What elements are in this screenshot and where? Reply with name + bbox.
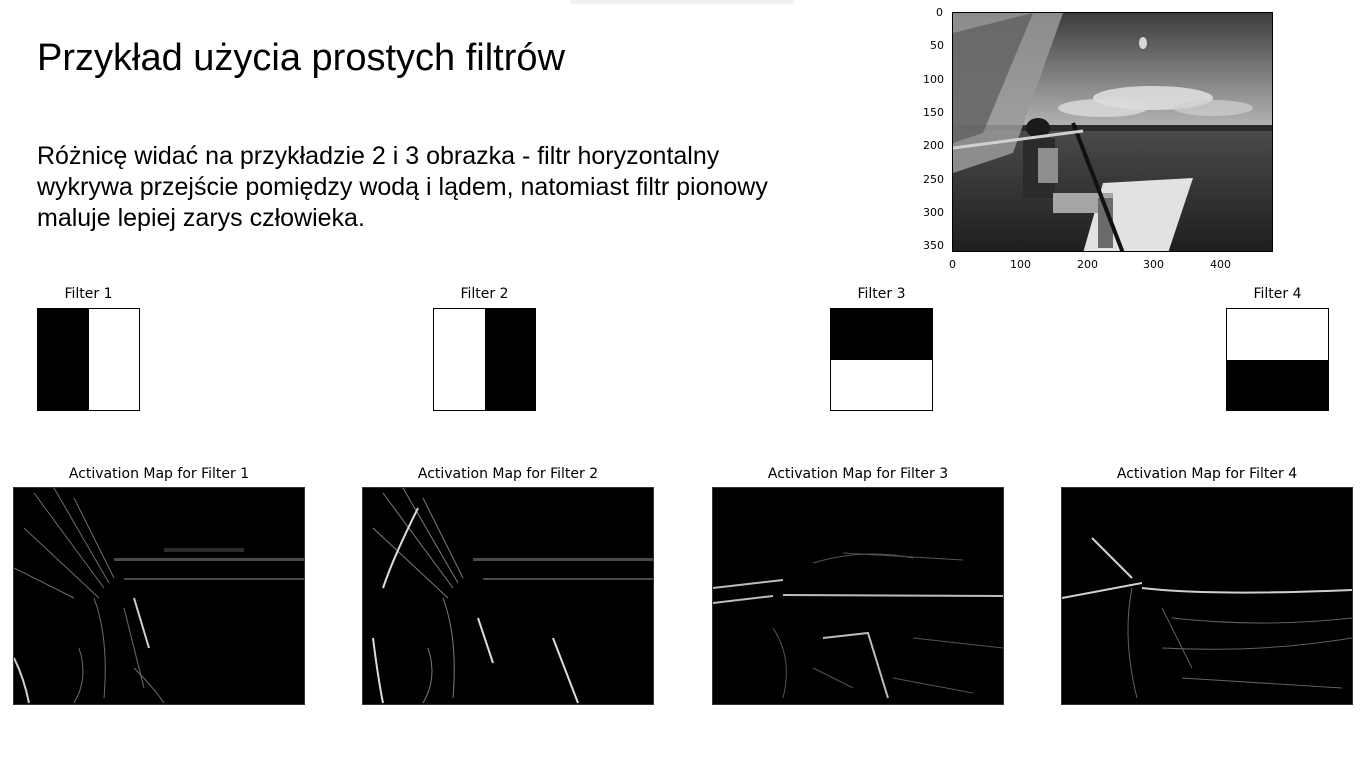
activation-map-3-image [713, 552, 1003, 699]
filter-1-kernel [37, 308, 140, 411]
x-tick-label: 200 [1077, 258, 1098, 271]
filter-3-title: Filter 3 [857, 286, 906, 302]
y-tick-label: 200 [923, 139, 944, 152]
filter-4-title: Filter 4 [1253, 286, 1302, 302]
filter-3-kernel [830, 308, 933, 411]
activation-map-3 [712, 487, 1004, 705]
top-edge-hint [570, 0, 795, 4]
x-tick-label: 300 [1143, 258, 1164, 271]
activation-map-2-title: Activation Map for Filter 2 [417, 466, 599, 482]
activation-map-4-image [1062, 537, 1352, 699]
filter-1-white-half [88, 309, 139, 410]
sailboat-photo [952, 12, 1273, 252]
photo-image [953, 13, 1272, 251]
filter-4-black-half [1227, 359, 1328, 410]
filter-2-white-half [434, 309, 485, 410]
y-tick-label: 100 [923, 73, 944, 86]
activation-map-2-image [372, 488, 653, 704]
y-tick-label: 350 [923, 239, 944, 252]
filter-2-black-half [484, 309, 535, 410]
y-tick-label: 50 [930, 39, 944, 52]
slide-body-text: Różnicę widać na przykładzie 2 i 3 obraz… [37, 142, 768, 232]
activation-map-1-image [14, 488, 304, 704]
slide-title: Przykład użycia prostych filtrów [37, 37, 565, 79]
activation-map-3-title: Activation Map for Filter 3 [767, 466, 949, 482]
activation-map-4 [1061, 487, 1353, 705]
filter-4-kernel [1226, 308, 1329, 411]
y-tick-label: 300 [923, 206, 944, 219]
activation-map-1-title: Activation Map for Filter 1 [68, 466, 250, 482]
y-tick-label: 0 [936, 6, 943, 19]
filter-4-white-half [1227, 309, 1328, 360]
x-tick-label: 0 [949, 258, 956, 271]
x-tick-label: 400 [1210, 258, 1231, 271]
y-tick-label: 150 [923, 106, 944, 119]
activation-map-4-title: Activation Map for Filter 4 [1116, 466, 1298, 482]
activation-map-2 [362, 487, 654, 705]
filter-3-white-half [831, 359, 932, 410]
y-tick-label: 250 [923, 173, 944, 186]
x-tick-label: 100 [1010, 258, 1031, 271]
activation-map-1 [13, 487, 305, 705]
filter-3-black-half [831, 309, 932, 360]
filter-2-kernel [433, 308, 536, 411]
filter-2-title: Filter 2 [460, 286, 509, 302]
filter-1-title: Filter 1 [64, 286, 113, 302]
filter-1-black-half [38, 309, 89, 410]
